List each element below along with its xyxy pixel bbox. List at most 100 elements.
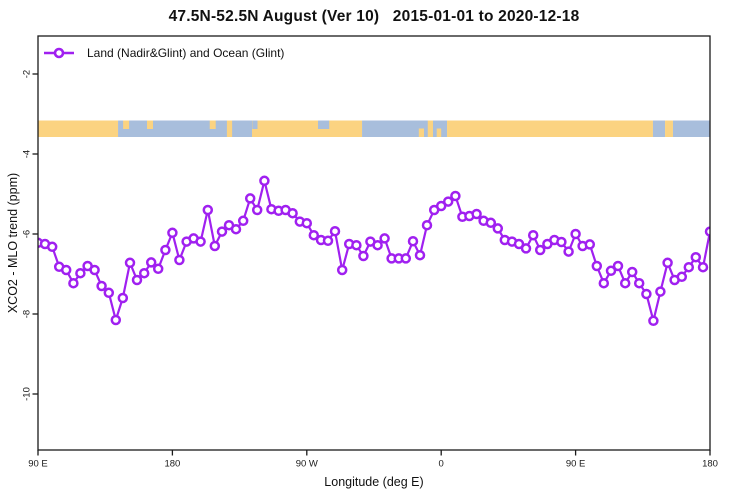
data-point-marker (230, 223, 242, 235)
data-point-marker (450, 190, 461, 202)
data-point-marker (563, 246, 574, 257)
data-point-marker (633, 277, 645, 289)
data-point-marker (160, 244, 171, 256)
data-point-marker (329, 225, 341, 237)
y-tick-label: -6 (22, 230, 33, 238)
x-axis-label: Longitude (deg E) (324, 475, 424, 489)
data-point-marker (322, 235, 334, 247)
data-point-marker (195, 236, 206, 247)
data-point-marker (520, 243, 532, 254)
x-tick-label: 0 (439, 459, 444, 470)
data-point-marker (619, 277, 631, 289)
data-point-marker (117, 292, 129, 304)
data-point-marker (209, 240, 221, 252)
data-point-marker (89, 264, 100, 276)
y-tick-label: -4 (22, 150, 33, 158)
data-point-marker (251, 204, 263, 216)
surface-band-fleck-land (147, 120, 153, 129)
surface-band-segment-ocean (652, 120, 666, 137)
data-point-marker (407, 235, 419, 247)
data-point-marker (358, 250, 369, 262)
data-point-marker (435, 200, 447, 212)
data-point-marker (145, 257, 157, 268)
data-point-marker (414, 249, 426, 261)
data-point-marker (301, 217, 313, 229)
data-point-marker (591, 260, 603, 272)
y-tick-label: -10 (22, 387, 33, 401)
y-axis-label: XCO2 - MLO trend (ppm) (6, 172, 20, 314)
surface-band-fleck-land (427, 120, 433, 137)
data-point-marker (167, 227, 178, 239)
surface-band-segment-ocean (362, 120, 448, 137)
data-point-marker (96, 280, 107, 292)
data-series-group (38, 175, 710, 327)
surface-band-fleck-land (418, 128, 425, 137)
legend-line-marker-icon (44, 47, 74, 59)
data-point-marker (68, 277, 79, 289)
data-point-marker (612, 260, 624, 272)
data-point-marker (442, 196, 454, 207)
data-point-marker (676, 271, 688, 283)
data-point-marker (556, 236, 567, 248)
data-point-marker (308, 229, 320, 241)
surface-band-fleck-ocean (252, 120, 258, 129)
data-point-marker (400, 253, 412, 264)
data-point-marker (570, 228, 581, 240)
surface-band-segment-land (251, 120, 363, 137)
y-tick-label: -8 (22, 310, 33, 318)
data-point-marker (598, 277, 610, 289)
y-tick-label: -2 (22, 70, 33, 78)
data-point-marker (626, 266, 638, 278)
data-point-marker (372, 239, 383, 251)
surface-band-segment-land (38, 120, 119, 137)
data-point-marker (421, 219, 433, 231)
data-point-marker (605, 265, 617, 277)
data-point-marker (110, 314, 122, 326)
data-point-marker (336, 264, 348, 276)
legend-label: Land (Nadir&Glint) and Ocean (Glint) (87, 46, 285, 60)
data-point-marker (379, 233, 390, 244)
x-tick-label: 90 W (296, 459, 318, 470)
surface-band-segment-ocean (672, 120, 710, 137)
data-point-marker (648, 315, 659, 327)
chart-title: 47.5N-52.5N August (Ver 10) 2015-01-01 t… (168, 8, 580, 25)
x-tick-label: 90 E (28, 459, 48, 470)
data-point-marker (471, 208, 482, 220)
data-point-marker (75, 267, 86, 279)
data-point-marker (237, 215, 249, 227)
data-point-marker (492, 223, 504, 234)
data-series-line (38, 180, 710, 324)
data-point-marker (287, 207, 298, 219)
data-point-marker (534, 244, 546, 256)
x-tick-label: 180 (702, 459, 718, 470)
data-point-marker (704, 226, 710, 237)
data-point-marker (124, 257, 136, 269)
data-point-marker (697, 261, 709, 273)
x-tick-label: 90 E (566, 459, 586, 470)
data-point-marker (351, 239, 362, 251)
surface-band-fleck-land (436, 128, 442, 137)
data-point-marker (662, 257, 673, 269)
surface-band-fleck-land (123, 120, 130, 129)
data-point-marker (131, 274, 143, 286)
data-point-marker (690, 251, 702, 263)
data-point-marker (259, 175, 270, 187)
surface-band-fleck-ocean (318, 120, 330, 129)
data-point-marker (527, 229, 539, 241)
plot-border (37, 35, 711, 451)
legend: Land (Nadir&Glint) and Ocean (Glint) (42, 46, 284, 60)
data-point-marker (174, 254, 185, 266)
data-point-marker (216, 226, 228, 237)
data-point-marker (641, 288, 652, 300)
data-point-marker (485, 217, 497, 229)
surface-band-fleck-land (209, 120, 216, 129)
data-point-marker (244, 193, 256, 204)
data-point-marker (103, 287, 115, 299)
data-point-marker (584, 239, 596, 250)
data-point-marker (46, 241, 58, 253)
data-point-marker (202, 204, 214, 216)
surface-band-fleck-land (226, 120, 233, 137)
x-tick-label: 180 (164, 459, 180, 470)
